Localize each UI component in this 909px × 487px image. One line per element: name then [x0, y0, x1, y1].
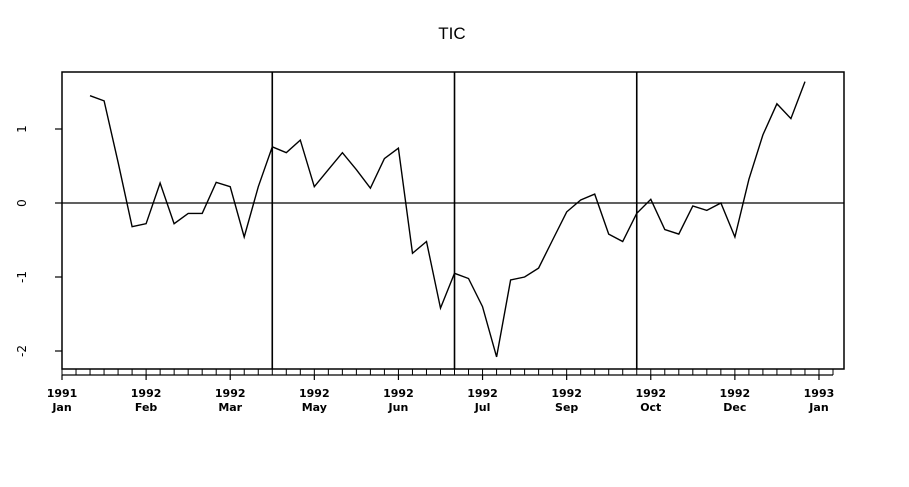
x-tick-year-label: 1992 [131, 387, 162, 400]
y-tick-label: 0 [15, 199, 29, 207]
x-tick-month-label: Jan [808, 401, 828, 414]
x-tick-year-label: 1992 [299, 387, 330, 400]
x-tick-year-label: 1993 [804, 387, 835, 400]
x-tick-year-label: 1992 [467, 387, 498, 400]
x-tick-year-label: 1992 [635, 387, 666, 400]
y-axis: 1 0 -1 -2 [15, 125, 62, 357]
x-tick-year-label: 1992 [720, 387, 751, 400]
plot-frame [61, 71, 845, 370]
x-tick-year-label: 1992 [551, 387, 582, 400]
y-tick-label: 1 [15, 125, 29, 133]
y-tick-label: -2 [15, 345, 29, 357]
x-tick-month-label: Jan [51, 401, 71, 414]
x-tick-month-label: May [302, 401, 327, 414]
x-tick-month-label: Oct [640, 401, 661, 414]
x-tick-month-label: Feb [135, 401, 158, 414]
x-tick-month-label: Dec [723, 401, 746, 414]
x-tick-year-label: 1992 [215, 387, 246, 400]
reference-lines [62, 72, 844, 369]
x-tick-month-label: Jul [474, 401, 491, 414]
x-tick-year-label: 1992 [383, 387, 414, 400]
x-tick-month-label: Mar [218, 401, 242, 414]
x-axis: 1991Jan1992Feb1992Mar1992May1992Jun1992J… [47, 369, 835, 414]
y-tick-label: -1 [15, 271, 29, 283]
series-layer [89, 81, 806, 358]
chart-title: TIC [438, 24, 465, 43]
x-tick-month-label: Jun [388, 401, 409, 414]
x-tick-month-label: Sep [555, 401, 578, 414]
x-tick-year-label: 1991 [47, 387, 78, 400]
series-line [89, 81, 806, 358]
